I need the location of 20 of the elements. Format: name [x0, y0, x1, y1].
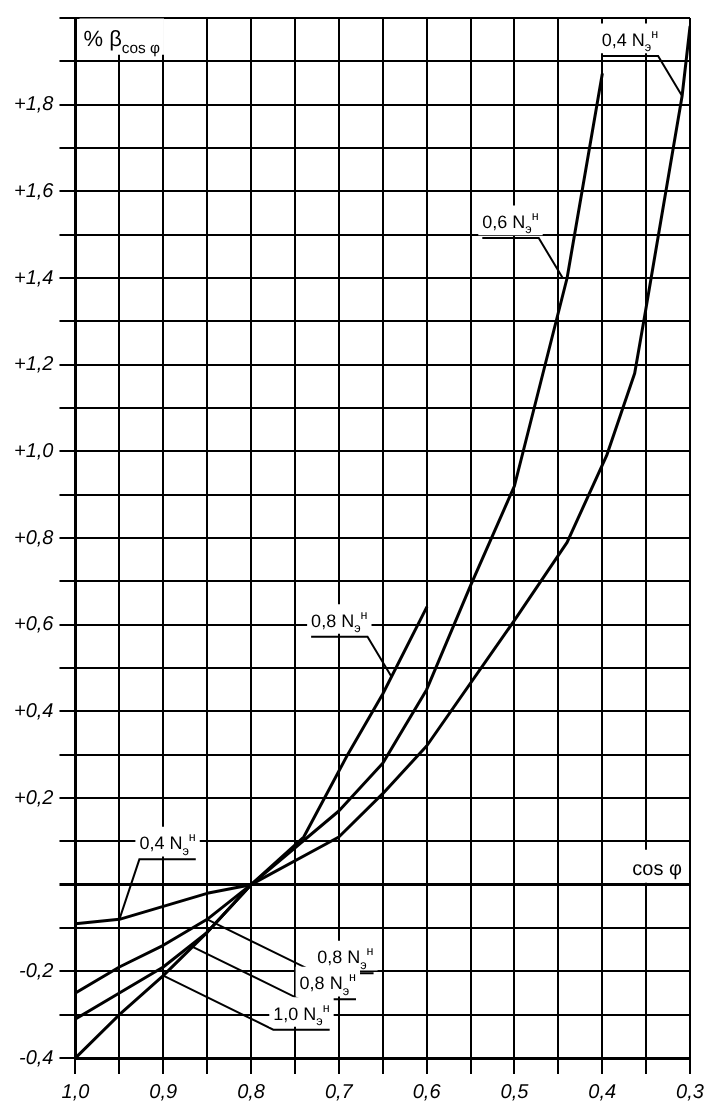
x-tick-label: 0,5 — [500, 1081, 530, 1104]
y-tick-label: +0,8 — [13, 527, 55, 550]
y-tick-label: +1,8 — [13, 94, 55, 117]
x-tick-label: 0,6 — [412, 1081, 442, 1104]
y-tick-label: +0,6 — [13, 614, 55, 637]
x-axis-title: cos φ — [632, 858, 684, 881]
y-tick-label: +1,4 — [13, 267, 55, 290]
x-tick-label: 0,8 — [237, 1081, 266, 1104]
y-tick-label: +0,4 — [13, 700, 55, 723]
y-tick-label: +1,2 — [13, 354, 55, 377]
x-tick-label: 1,0 — [61, 1081, 91, 1104]
y-tick-label: +1,0 — [13, 440, 55, 463]
x-tick-label: 0,7 — [324, 1081, 354, 1104]
y-tick-label: +0,2 — [13, 787, 55, 810]
x-tick-label: 0,3 — [676, 1081, 705, 1104]
y-tick-label: +1,6 — [13, 180, 55, 203]
y-tick-label: -0,4 — [19, 1047, 55, 1070]
x-tick-label: 0,4 — [588, 1081, 617, 1104]
x-tick-label: 0,9 — [149, 1081, 179, 1104]
y-tick-label: -0,2 — [19, 960, 55, 983]
